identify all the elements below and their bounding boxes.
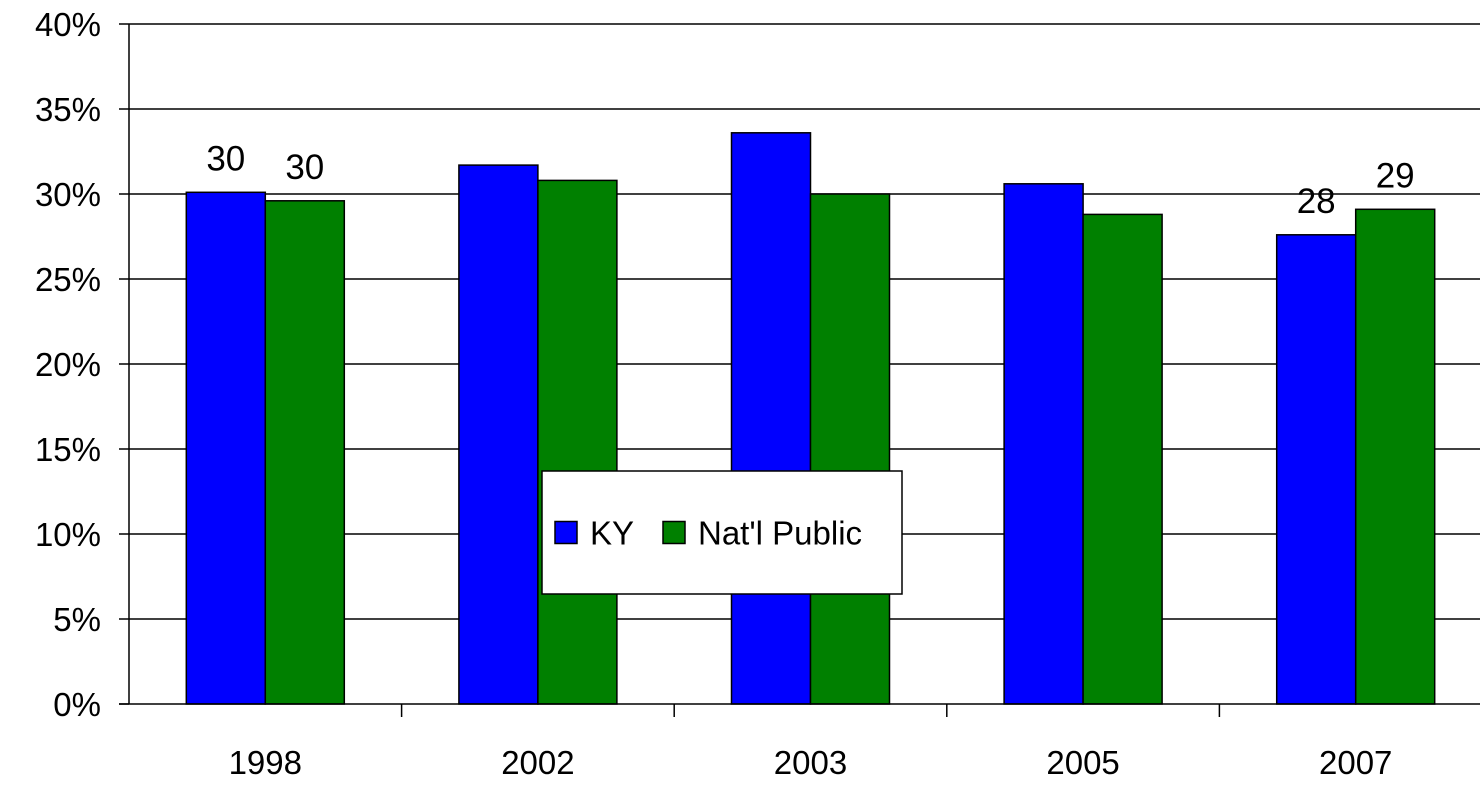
x-tick-label: 1998 xyxy=(229,744,302,781)
data-labels: 30 30 28 29 xyxy=(206,139,1414,221)
bar-natl-public-2005 xyxy=(1082,213,1163,705)
bar-ky-2002 xyxy=(458,164,539,705)
data-label: 29 xyxy=(1376,156,1415,195)
bar-natl-public-2007 xyxy=(1354,208,1436,705)
legend-swatch xyxy=(554,520,578,545)
bar-ky-2007 xyxy=(1275,234,1357,705)
legend: KY Nat'l Public xyxy=(541,470,903,595)
x-tick-label: 2003 xyxy=(774,744,847,781)
x-tick-label: 2002 xyxy=(501,744,574,781)
bar-natl-public-2002 xyxy=(537,179,618,705)
bar-natl-public-1998 xyxy=(264,200,346,705)
y-tick-label: 5% xyxy=(53,601,101,638)
y-tick-label: 10% xyxy=(35,516,101,553)
bar-ky-2003 xyxy=(730,132,812,705)
y-tick-label: 0% xyxy=(53,686,101,723)
y-tick-label: 25% xyxy=(35,261,101,298)
bar-ky-2005 xyxy=(1003,183,1084,705)
bars xyxy=(185,132,1436,705)
legend-box xyxy=(541,470,903,595)
legend-label: Nat'l Public xyxy=(698,515,862,552)
bar-natl-public-2003 xyxy=(809,193,891,705)
y-tick-label: 30% xyxy=(35,176,101,213)
legend-label: KY xyxy=(590,515,634,552)
data-label: 30 xyxy=(285,148,324,187)
data-label: 28 xyxy=(1297,182,1336,221)
y-tick-label: 20% xyxy=(35,346,101,383)
bar-ky-1998 xyxy=(185,191,267,705)
data-label: 30 xyxy=(206,139,245,178)
x-tick-label: 2005 xyxy=(1046,744,1119,781)
y-tick-label: 35% xyxy=(35,91,101,128)
y-tick-label: 40% xyxy=(35,6,101,43)
legend-swatch xyxy=(662,520,686,545)
axes: 0% 5% 10% 15% 20% 25% 30% 35% 40% 1998 2002 2003 200… xyxy=(35,6,1480,781)
x-tick-label: 2007 xyxy=(1319,744,1392,781)
y-tick-label: 15% xyxy=(35,431,101,468)
